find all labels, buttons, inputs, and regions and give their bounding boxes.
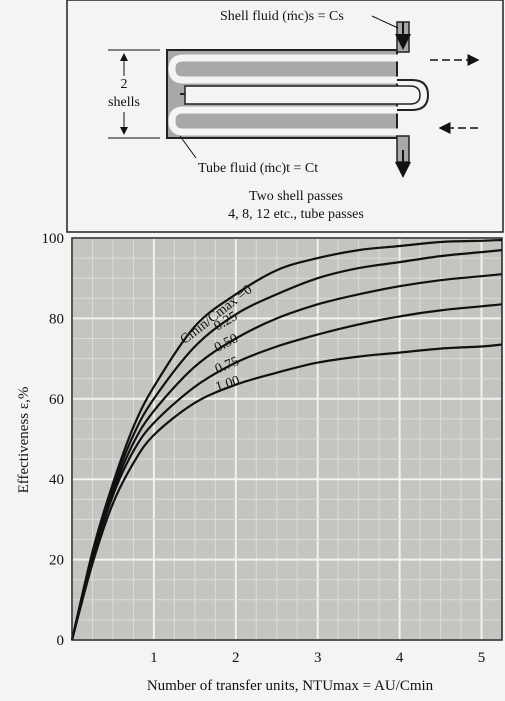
y-axis-label: Effectiveness ε,% <box>16 387 32 494</box>
x-tick-label: 5 <box>478 650 486 666</box>
x-tick-label: 2 <box>232 650 240 666</box>
tube-label-leader <box>179 135 197 159</box>
caption-line-1: Two shell passes <box>249 189 343 204</box>
tube-pass-upper <box>168 54 420 84</box>
y-tick-label: 0 <box>57 633 65 649</box>
tube-fluid-label: Tube fluid (ṁc)t = Ct <box>198 161 318 176</box>
series-line <box>70 238 503 641</box>
x-tick-label: 4 <box>396 650 404 666</box>
x-tick-label: 3 <box>314 650 322 666</box>
curves <box>70 238 503 641</box>
series-line <box>70 273 503 641</box>
caption-line-2: 4, 8, 12 etc., tube passes <box>228 207 364 222</box>
y-tick-label: 80 <box>49 311 64 327</box>
shell-fluid-label: Shell fluid (ṁc)s = Cs <box>220 9 344 24</box>
tube-return-bend <box>397 79 430 111</box>
series-line <box>70 303 503 641</box>
tube-pass-lower <box>168 106 420 136</box>
tick-labels: 0 20 40 60 80 100 1 2 3 4 5 <box>42 231 486 666</box>
series-line <box>70 343 503 641</box>
x-tick-label: 1 <box>150 650 158 666</box>
y-tick-label: 100 <box>42 231 65 247</box>
y-tick-label: 20 <box>49 553 64 569</box>
y-tick-label: 60 <box>49 392 64 408</box>
tube-center <box>184 85 421 105</box>
shells-count: 2 <box>121 77 128 92</box>
plot-frame <box>71 237 503 641</box>
series-line <box>70 249 503 641</box>
shell-label-leader <box>371 15 399 29</box>
shells-label: shells <box>108 95 140 110</box>
heat-exchanger-diagram: 2 shells Shell fluid (ṁc)s = Cs Tube flu… <box>66 0 504 233</box>
x-axis-label: Number of transfer units, NTUmax = AU/Cm… <box>147 678 434 694</box>
curve-label: 1.00 <box>214 373 242 395</box>
y-tick-label: 40 <box>49 472 64 488</box>
